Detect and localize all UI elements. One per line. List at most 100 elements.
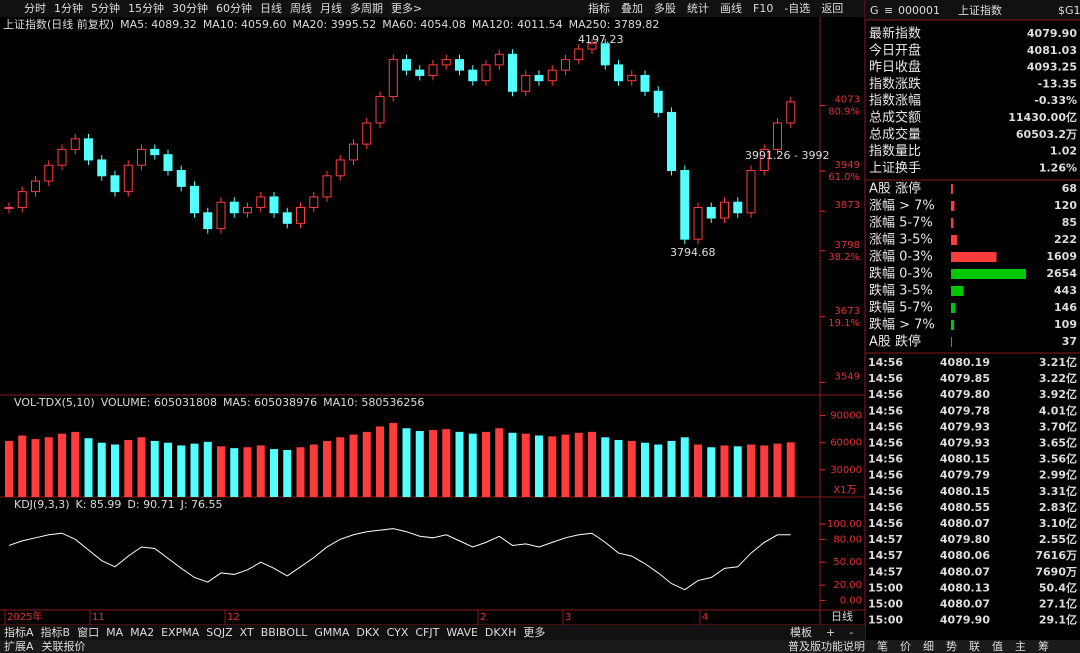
- status-item[interactable]: 势: [946, 640, 957, 653]
- quote-label: 上证换手: [869, 161, 921, 176]
- status-tab[interactable]: 扩展A: [4, 639, 34, 653]
- status-item[interactable]: 筹: [1038, 639, 1049, 653]
- status-bg: [0, 640, 1080, 653]
- indicator-tab[interactable]: DKX: [356, 626, 380, 639]
- quote-header: ≡: [884, 4, 893, 17]
- volume-bar: [111, 444, 119, 497]
- volume-bar: [707, 447, 716, 497]
- volume-bar: [84, 438, 93, 497]
- indicator-label: D: 90.71: [127, 498, 174, 511]
- quote-label: 指数量比: [869, 144, 921, 159]
- period-tab[interactable]: 周线: [290, 1, 312, 15]
- tool-button[interactable]: F10: [753, 2, 773, 15]
- candle: [176, 170, 186, 187]
- period-tab[interactable]: 60分钟: [216, 1, 252, 15]
- breadth-value: 222: [1054, 233, 1077, 246]
- tick-volume: 3.22亿: [1039, 371, 1077, 385]
- tick-time: 14:56: [868, 420, 903, 433]
- indicator-label: MA250: 3789.82: [569, 18, 660, 31]
- tool-button[interactable]: 画线: [720, 1, 742, 15]
- indicator-label: MA5: 605038976: [223, 396, 317, 409]
- tick-price: 4080.07: [940, 517, 990, 530]
- status-item[interactable]: 细: [923, 640, 934, 653]
- tool-button[interactable]: 统计: [687, 2, 709, 15]
- indicator-tab[interactable]: SQJZ: [206, 626, 233, 639]
- status-item[interactable]: 主: [1015, 640, 1026, 653]
- indicator-tab[interactable]: XT: [240, 626, 254, 639]
- indicator-tab[interactable]: GMMA: [314, 626, 350, 639]
- tick-price: 4080.07: [940, 598, 990, 611]
- tick-volume: 4.01亿: [1039, 403, 1077, 417]
- breadth-label: A股 跌停: [869, 334, 921, 350]
- template-button[interactable]: +: [826, 626, 835, 639]
- date-label: 2025年: [7, 610, 42, 623]
- indicator-tab[interactable]: MA: [106, 626, 123, 639]
- volume-bar: [521, 433, 530, 497]
- volume-bar: [349, 434, 358, 497]
- period-tab[interactable]: 5分钟: [91, 1, 120, 15]
- status-item[interactable]: 普及版功能说明: [788, 639, 865, 653]
- status-tab[interactable]: 关联报价: [42, 639, 86, 653]
- fib-label: 80.9%: [828, 107, 860, 118]
- volume-bar: [137, 437, 146, 497]
- indicator-label: J: 76.55: [180, 498, 223, 511]
- indicator-tab[interactable]: 窗口: [77, 625, 99, 639]
- tool-button[interactable]: 返回: [821, 2, 843, 15]
- tick-time: 15:00: [868, 598, 903, 611]
- tick-volume: 29.1亿: [1039, 613, 1077, 627]
- template-button[interactable]: -: [849, 626, 853, 639]
- status-item[interactable]: 笔: [877, 639, 888, 653]
- indicator-tab[interactable]: CFJT: [415, 626, 439, 639]
- period-tab[interactable]: 分时: [24, 2, 46, 15]
- indicator-tab[interactable]: BBIBOLL: [261, 626, 308, 639]
- indicator-tab[interactable]: 指标A: [4, 625, 34, 639]
- volume-bar: [389, 422, 398, 497]
- period-tab[interactable]: 日线: [260, 1, 282, 15]
- indicator-tab[interactable]: 更多: [523, 625, 545, 639]
- volume-bar: [230, 448, 239, 497]
- indicator-label: MA10: 4059.60: [203, 18, 287, 31]
- tick-volume: 2.55亿: [1039, 532, 1077, 546]
- period-tab[interactable]: 月线: [320, 1, 342, 15]
- tool-button[interactable]: 叠加: [621, 2, 643, 15]
- status-item[interactable]: 值: [992, 640, 1003, 653]
- indicator-tab[interactable]: DKXH: [485, 626, 517, 639]
- indicator-tab[interactable]: CYX: [387, 626, 409, 639]
- volume-bar: [18, 435, 27, 497]
- status-item[interactable]: 价: [900, 640, 911, 653]
- indicator-tab[interactable]: 指标B: [41, 625, 71, 639]
- template-button[interactable]: 模板: [790, 625, 812, 639]
- tool-button[interactable]: 指标: [588, 1, 610, 15]
- y-tick-label: 3873: [835, 200, 860, 211]
- tick-price: 4080.15: [940, 453, 990, 466]
- period-tab[interactable]: 1分钟: [54, 1, 83, 15]
- candle: [773, 122, 782, 150]
- candle: [746, 170, 756, 214]
- indicator-tab[interactable]: MA2: [130, 626, 154, 639]
- tool-button[interactable]: -自选: [784, 2, 810, 15]
- quote-header: G: [870, 4, 879, 17]
- candle: [680, 170, 690, 240]
- period-tab[interactable]: 30分钟: [172, 1, 208, 15]
- tool-button[interactable]: 多股: [654, 1, 676, 15]
- tick-volume: 2.83亿: [1039, 500, 1077, 514]
- candle: [110, 175, 120, 193]
- y-tick-label: 0.00: [840, 595, 862, 606]
- candle: [614, 64, 623, 82]
- quote-header: $G1: [1058, 4, 1080, 17]
- period-tab[interactable]: 多周期: [350, 1, 383, 15]
- candle: [428, 64, 438, 76]
- tick-volume: 50.4亿: [1039, 580, 1077, 594]
- tick-price: 4079.80: [940, 388, 990, 401]
- quote-value: 1.02: [1050, 145, 1077, 158]
- indicator-tab[interactable]: EXPMA: [161, 626, 200, 639]
- period-tab[interactable]: 更多>: [391, 1, 422, 15]
- period-tab[interactable]: 15分钟: [128, 1, 164, 15]
- indicator-tab[interactable]: WAVE: [446, 626, 478, 639]
- candle: [349, 143, 358, 161]
- tabs-bg: [0, 625, 865, 640]
- status-item[interactable]: 联: [969, 640, 980, 653]
- volume-bar: [601, 437, 610, 497]
- volume-bar: [283, 449, 292, 497]
